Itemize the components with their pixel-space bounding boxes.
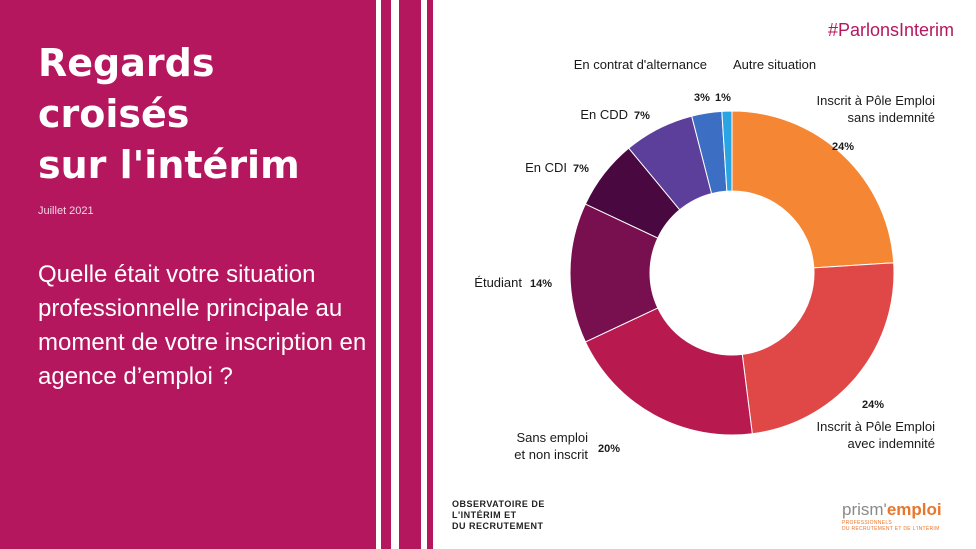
donut-slice	[584, 307, 753, 436]
prism-brand-a: prism'	[842, 500, 887, 519]
slice-value-label: 24%	[832, 141, 854, 153]
donut-slices	[569, 110, 895, 436]
slice-label: Étudiant	[474, 275, 522, 290]
slice-value-label: 7%	[573, 163, 589, 175]
slice-label: Inscrit à Pôle Emploi sans indemnité	[817, 93, 936, 125]
prism-emploi-logo: prism'emploi PROFESSIONNELS DU RECRUTEME…	[842, 500, 942, 532]
title-line: Regards	[38, 41, 215, 85]
logo-line: OBSERVATOIRE DE	[452, 499, 545, 509]
donut-labels: Inscrit à Pôle Emploi sans indemnité 24% In…	[474, 57, 935, 462]
logo-line: L'INTÉRIM ET	[452, 510, 517, 520]
slice-value-label: 3%	[694, 92, 710, 104]
slice-value-label: 20%	[598, 443, 620, 455]
slice-value-label: 14%	[530, 278, 552, 290]
slice-value-label: 7%	[634, 110, 650, 122]
decorative-stripe	[427, 0, 433, 549]
page-title: Regards croisés sur l'intérim	[38, 38, 300, 191]
question-text: Quelle était votre situation professionn…	[38, 261, 367, 390]
slice-label: En CDD	[580, 107, 628, 122]
left-panel: Regards croisés sur l'intérim Juillet 20…	[0, 0, 376, 549]
donut-slice	[721, 110, 733, 192]
date-label: Juillet 2021	[38, 205, 94, 217]
observatoire-logo: OBSERVATOIRE DE L'INTÉRIM ET DU RECRUTEM…	[452, 499, 545, 532]
title-line: croisés	[38, 92, 190, 136]
logo-line: DU RECRUTEMENT	[452, 521, 544, 531]
slice-value-label: 1%	[715, 92, 731, 104]
decorative-stripe	[381, 0, 391, 549]
slice-value-label: 24%	[862, 399, 884, 411]
slice-label: Sans emploi et non inscrit	[514, 430, 588, 462]
prism-brand: prism'emploi	[842, 500, 942, 520]
decorative-stripe	[399, 0, 421, 549]
donut-slice	[741, 262, 895, 435]
donut-chart: Inscrit à Pôle Emploi sans indemnité 24% In…	[474, 57, 935, 462]
prism-sub-line: PROFESSIONNELS	[842, 520, 893, 526]
slice-label: Autre situation	[733, 57, 816, 72]
donut-slice	[731, 110, 895, 269]
title-line: sur l'intérim	[38, 143, 300, 187]
slice-label: Inscrit à Pôle Emploi avec indemnité	[817, 419, 936, 451]
prism-sub: PROFESSIONNELS DU RECRUTEMENT ET DE L'IN…	[842, 520, 942, 532]
hashtag-label: #ParlonsInterim	[827, 20, 954, 40]
prism-brand-b: emploi	[886, 500, 942, 519]
slice-label: En CDI	[525, 160, 567, 175]
prism-sub-line: DU RECRUTEMENT ET DE L'INTÉRIM	[842, 526, 940, 532]
slice-label: En contrat d'alternance	[574, 57, 707, 72]
